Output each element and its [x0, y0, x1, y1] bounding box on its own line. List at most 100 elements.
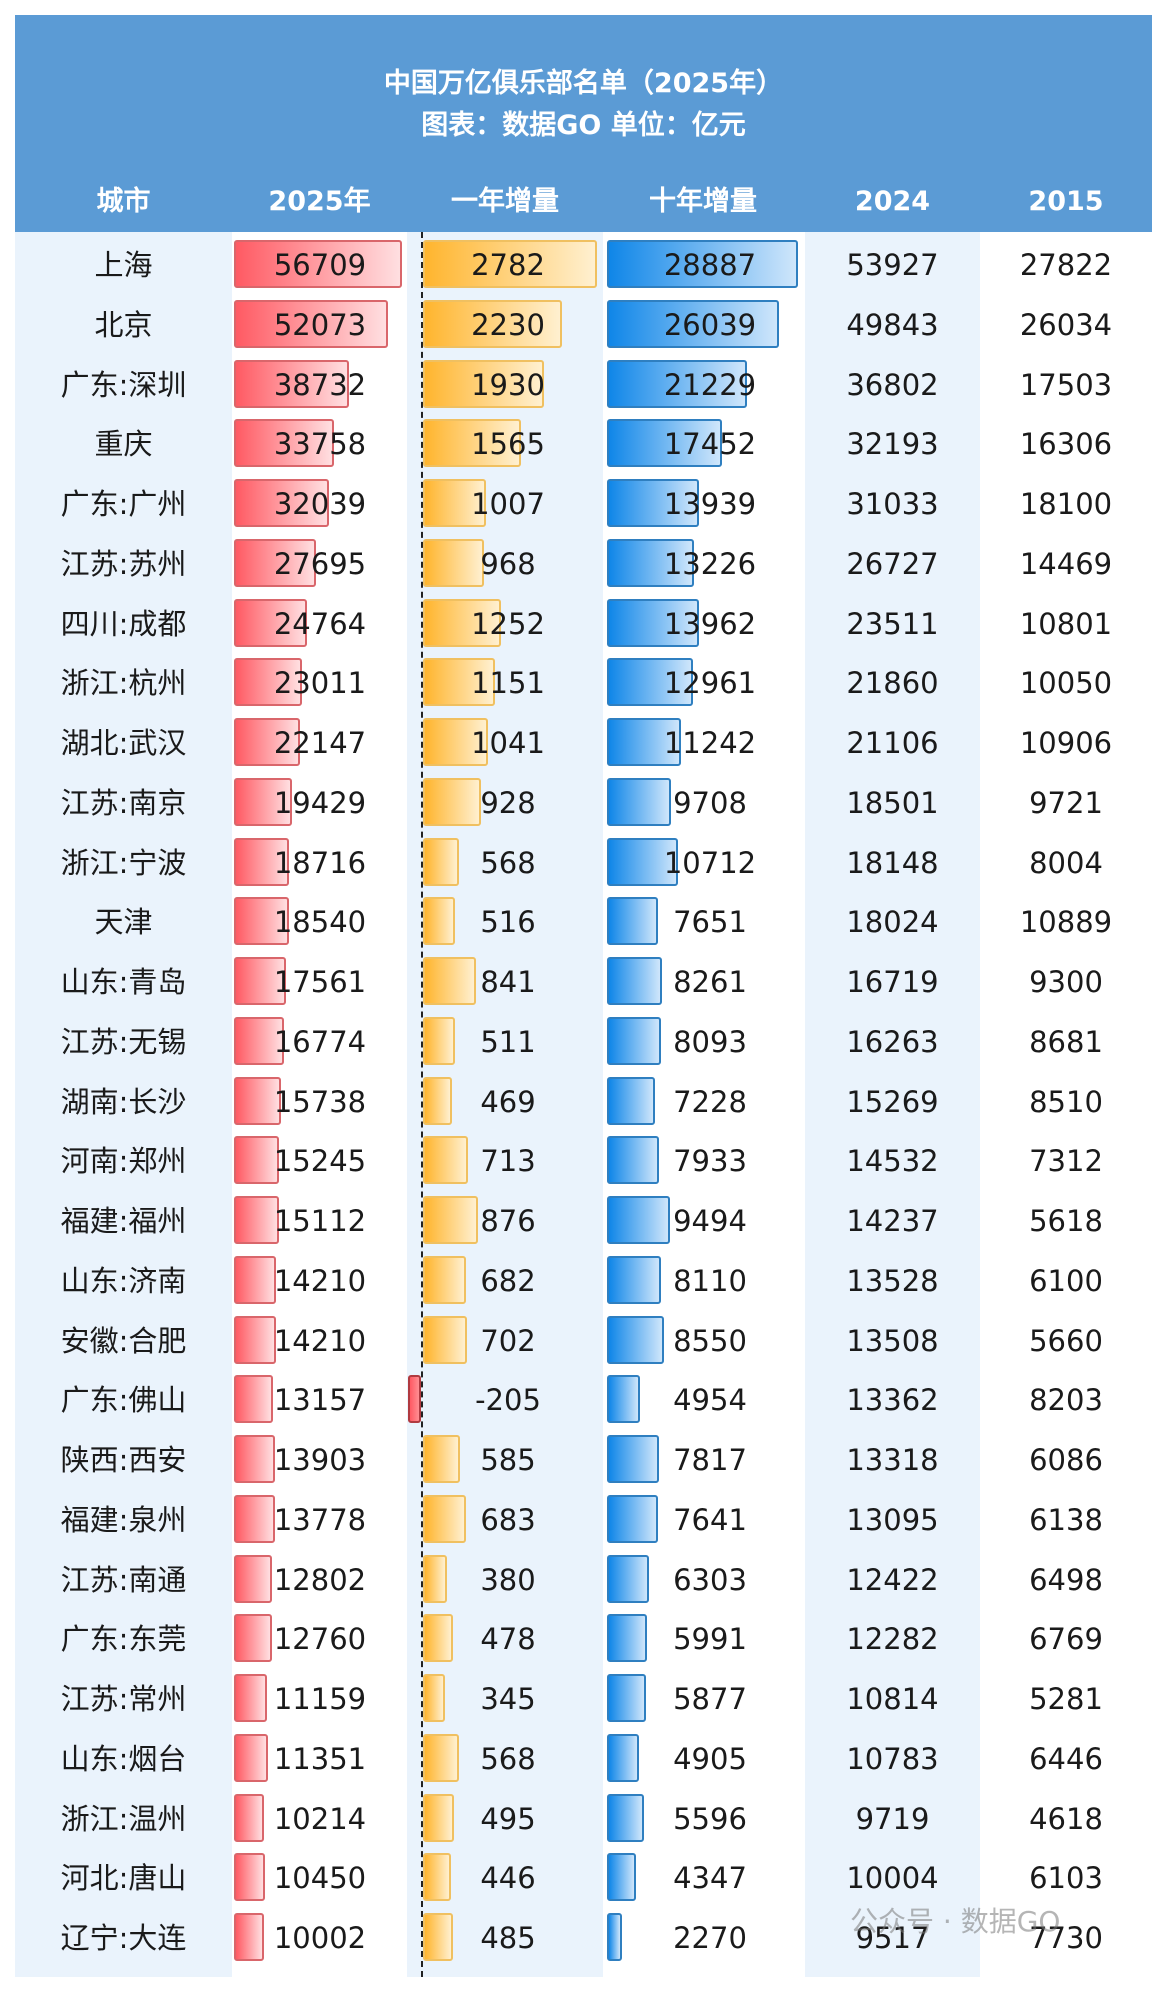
gdp-2015-value: 9721: [1029, 785, 1103, 820]
city-name: 山东:青岛: [60, 965, 187, 999]
table-row: 安徽:合肥 14210 702 8550 13508 5660: [15, 1311, 1152, 1371]
gdp-2015-value: 5618: [1029, 1204, 1103, 1238]
gdp-2025-bar: [234, 1076, 281, 1125]
ten-year-increase-bar: [607, 538, 695, 587]
gdp-2015-value: 7730: [1029, 1921, 1103, 1955]
gdp-2025-bar: [234, 1375, 273, 1424]
one-year-increase-value: 683: [480, 1502, 536, 1537]
gdp-2015-value: 27822: [1019, 248, 1113, 282]
table-row: 江苏:南通 12802 380 6303 12422 6498: [15, 1550, 1152, 1610]
ten-year-increase-value: 13962: [663, 606, 757, 641]
ten-year-increase-value: 4347: [673, 1861, 747, 1896]
ten-year-increase-bar: [607, 1554, 649, 1603]
ten-year-increase-value: 13939: [663, 487, 757, 521]
one-year-increase-bar: [423, 1614, 453, 1663]
one-year-increase-value: 585: [480, 1443, 536, 1477]
gdp-2024-value: 9517: [855, 1921, 930, 1955]
table-row: 广东:佛山 13157 -205 4954 13362 8203: [15, 1370, 1152, 1430]
one-year-increase-bar: [423, 837, 459, 886]
ten-year-increase-value: 7228: [673, 1084, 747, 1119]
table-row: 广东:东莞 12760 478 5991 12282 6769: [15, 1609, 1152, 1669]
gdp-2015-value: 10906: [1019, 726, 1113, 760]
ten-year-increase-bar: [607, 1136, 660, 1185]
city-name: 福建:泉州: [60, 1502, 187, 1537]
city-name: 江苏:无锡: [60, 1024, 187, 1059]
one-year-increase-bar: [423, 777, 482, 826]
table-row: 江苏:南京 19429 928 9708 18501 9721: [15, 773, 1152, 833]
gdp-2015-value: 9300: [1029, 965, 1103, 999]
gdp-2025-value: 33758: [273, 427, 367, 462]
gdp-2024-value: 9719: [855, 1801, 930, 1836]
ten-year-increase-bar: [607, 1733, 640, 1782]
gdp-2024-value: 14532: [846, 1144, 939, 1179]
ten-year-increase-value: 7933: [673, 1144, 747, 1179]
gdp-2024-value: 21860: [846, 666, 939, 701]
one-year-increase-value: 968: [480, 546, 536, 581]
gdp-2025-value: 18540: [273, 905, 367, 940]
table-row: 江苏:无锡 16774 511 8093 16263 8681: [15, 1012, 1152, 1072]
gdp-2024-value: 10814: [846, 1682, 939, 1716]
gdp-2025-value: 13778: [273, 1502, 367, 1537]
table-row: 湖南:长沙 15738 469 7228 15269 8510: [15, 1072, 1152, 1132]
gdp-2025-bar: [234, 957, 287, 1005]
gdp-2015-value: 17503: [1019, 367, 1113, 402]
gdp-2024-value: 12422: [846, 1562, 939, 1597]
gdp-2025-bar: [234, 1315, 277, 1364]
gdp-2015-value: 10801: [1019, 606, 1113, 641]
table-row: 山东:青岛 17561 841 8261 16719 9300: [15, 952, 1152, 1012]
gdp-2025-value: 15245: [273, 1144, 367, 1179]
gdp-2015-value: 5281: [1029, 1682, 1103, 1716]
gdp-2024-value: 53927: [846, 248, 939, 282]
column-header-2025: 2025年: [268, 186, 371, 217]
table-row: 山东:济南 14210 682 8110 13528 6100: [15, 1251, 1152, 1311]
column-header-2024: 2024: [854, 186, 931, 217]
chart-title: 中国万亿俱乐部名单（2025年）: [383, 68, 784, 99]
city-name: 广东:深圳: [60, 367, 187, 402]
gdp-2015-value: 18100: [1019, 487, 1113, 521]
gdp-2015-value: 8510: [1029, 1084, 1103, 1119]
gdp-2025-bar: [234, 897, 289, 946]
ten-year-increase-bar: [607, 1793, 644, 1842]
gdp-2025-bar: [234, 1255, 277, 1304]
ten-year-increase-value: 6303: [673, 1562, 747, 1597]
ten-year-increase-value: 8093: [673, 1024, 747, 1059]
city-name: 陕西:西安: [60, 1443, 187, 1477]
ten-year-increase-bar: [607, 1494, 658, 1543]
city-name: 山东:烟台: [60, 1741, 187, 1776]
ten-year-increase-bar: [607, 1913, 622, 1961]
gdp-2025-value: 22147: [273, 726, 367, 760]
gdp-2025-value: 23011: [273, 666, 367, 701]
one-year-increase-value: 1930: [471, 367, 545, 402]
gdp-2025-value: 10450: [273, 1861, 367, 1896]
gdp-2025-bar: [234, 1494, 275, 1543]
one-year-increase-bar: [423, 1315, 467, 1364]
gdp-2025-value: 10002: [273, 1921, 367, 1955]
gdp-2025-bar: [234, 1136, 280, 1185]
gdp-2015-value: 10889: [1019, 905, 1113, 940]
gdp-2025-value: 38732: [273, 367, 367, 402]
table-row: 湖北:武汉 22147 1041 11242 21106 10906: [15, 713, 1152, 773]
ten-year-increase-value: 2270: [673, 1921, 747, 1955]
one-year-increase-bar: [423, 1435, 460, 1483]
ten-year-increase-value: 7817: [673, 1443, 747, 1477]
zero-axis-dashed-line: [421, 232, 423, 1977]
table-row: 河北:唐山 10450 446 4347 10004 6103: [15, 1848, 1152, 1908]
city-name: 江苏:南通: [60, 1562, 187, 1597]
ten-year-increase-value: 21229: [663, 367, 757, 402]
city-name: 上海: [94, 248, 153, 282]
ten-year-increase-bar: [607, 479, 700, 527]
gdp-2015-value: 8004: [1029, 845, 1103, 880]
gdp-2025-bar: [234, 1853, 265, 1902]
city-name: 广东:佛山: [60, 1383, 187, 1418]
gdp-2025-value: 16774: [273, 1024, 367, 1059]
gdp-2025-bar: [234, 1674, 268, 1722]
gdp-2025-bar: [234, 359, 349, 408]
one-year-increase-bar: [423, 479, 486, 527]
ten-year-increase-bar: [607, 1435, 659, 1483]
ten-year-increase-value: 7651: [673, 905, 747, 940]
gdp-2024-value: 18501: [846, 785, 939, 820]
ten-year-increase-bar: [607, 1315, 664, 1364]
one-year-increase-value: 478: [480, 1622, 536, 1657]
one-year-increase-value: 495: [480, 1801, 536, 1836]
one-year-increase-value: 1151: [471, 666, 545, 701]
